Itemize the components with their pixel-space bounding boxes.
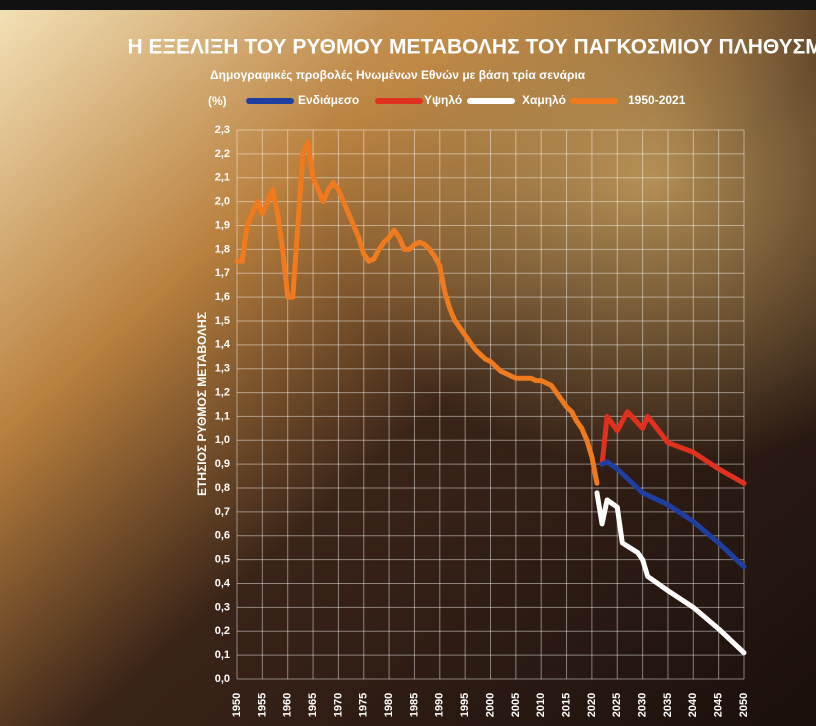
chart-subtitle: Δημογραφικές προβολές Ηνωμένων Εθνών με … — [210, 68, 586, 82]
y-tick-label: 0,1 — [215, 649, 230, 661]
y-tick-label: 0,3 — [215, 601, 230, 613]
unit-label: (%) — [208, 94, 227, 108]
x-tick-label: 2045 — [713, 693, 725, 717]
y-tick-label: 1,8 — [215, 243, 230, 255]
y-tick-label: 1,6 — [215, 291, 230, 303]
y-tick-label: 0,8 — [215, 482, 230, 494]
x-tick-label: 1985 — [408, 693, 420, 717]
x-tick-label: 1965 — [307, 693, 319, 717]
y-tick-label: 0,0 — [215, 673, 230, 685]
chart: Η ΕΞΕΛΙΞΗ ΤΟΥ ΡΥΘΜΟΥ ΜΕΤΑΒΟΛΗΣ ΤΟΥ ΠΑΓΚΟ… — [0, 0, 816, 726]
x-tick-label: 1990 — [434, 693, 446, 717]
y-tick-label: 2,1 — [215, 172, 230, 184]
x-tick-label: 2040 — [687, 693, 699, 717]
legend-label: 1950-2021 — [628, 93, 686, 107]
x-tick-label: 2005 — [510, 693, 522, 717]
x-tick-label: 2015 — [560, 693, 572, 717]
y-tick-label: 1,2 — [215, 386, 230, 398]
y-tick-label: 2,3 — [215, 124, 230, 136]
x-tick-label: 1995 — [459, 693, 471, 717]
y-tick-label: 1,3 — [215, 363, 230, 375]
y-tick-label: 0,5 — [215, 554, 230, 566]
x-tick-label: 1975 — [358, 693, 370, 717]
x-tick-label: 1955 — [256, 693, 268, 717]
legend-label: Υψηλό — [424, 93, 462, 107]
x-tick-label: 1950 — [231, 693, 243, 717]
x-tick-label: 2020 — [586, 693, 598, 717]
x-tick-label: 2000 — [484, 693, 496, 717]
y-tick-label: 2,0 — [215, 196, 230, 208]
x-tick-label: 2030 — [637, 693, 649, 717]
y-tick-label: 0,9 — [215, 458, 230, 470]
legend-label: Χαμηλό — [522, 93, 566, 107]
x-tick-label: 2035 — [662, 693, 674, 717]
y-tick-label: 1,4 — [215, 339, 231, 351]
x-tick-label: 2050 — [738, 693, 750, 717]
x-tick-label: 1960 — [282, 693, 294, 717]
x-tick-label: 1970 — [332, 693, 344, 717]
top-bar — [0, 0, 816, 10]
y-tick-label: 0,7 — [215, 506, 230, 518]
y-tick-label: 1,7 — [215, 267, 230, 279]
y-tick-label: 0,6 — [215, 530, 230, 542]
chart-title: Η ΕΞΕΛΙΞΗ ΤΟΥ ΡΥΘΜΟΥ ΜΕΤΑΒΟΛΗΣ ΤΟΥ ΠΑΓΚΟ… — [127, 36, 816, 59]
y-tick-label: 1,9 — [215, 219, 230, 231]
y-tick-label: 1,1 — [215, 410, 230, 422]
x-tick-label: 2025 — [611, 693, 623, 717]
y-tick-label: 2,2 — [215, 148, 230, 160]
x-tick-label: 1980 — [383, 693, 395, 717]
y-tick-label: 1,0 — [215, 434, 230, 446]
legend-label: Ενδιάμεσο — [298, 93, 359, 107]
y-tick-label: 0,4 — [215, 577, 231, 589]
y-tick-label: 0,2 — [215, 625, 230, 637]
x-tick-label: 2010 — [535, 693, 547, 717]
y-axis-label: ΕΤΗΣΙΟΣ ΡΥΘΜΟΣ ΜΕΤΑΒΟΛΗΣ — [195, 312, 209, 496]
y-tick-label: 1,5 — [215, 315, 230, 327]
